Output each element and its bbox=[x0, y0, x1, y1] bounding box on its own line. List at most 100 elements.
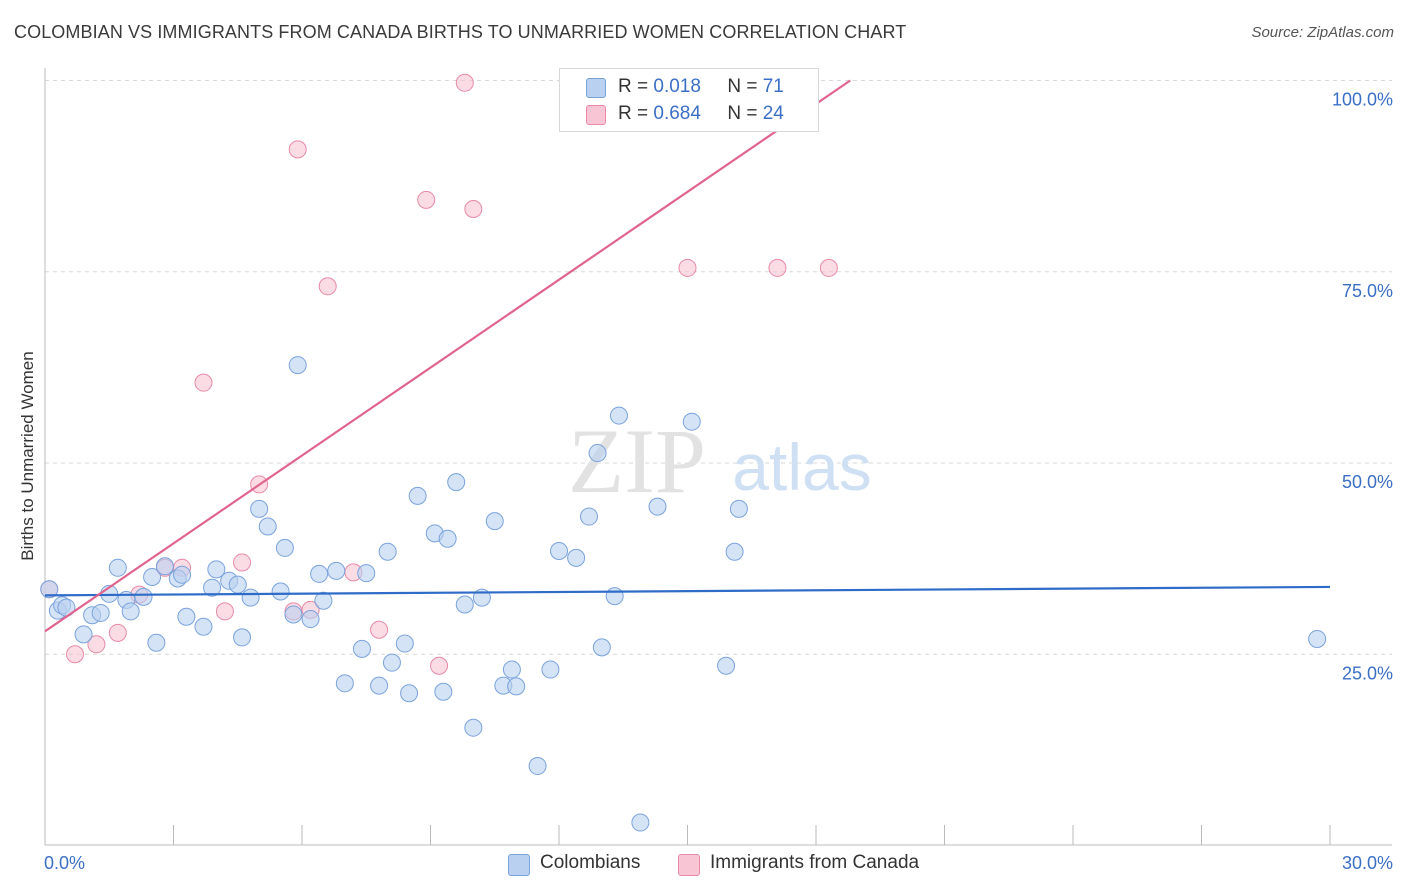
data-point-colombians bbox=[648, 497, 667, 516]
data-point-colombians bbox=[327, 561, 346, 580]
data-point-colombians bbox=[177, 607, 196, 626]
legend-r-value: 0.684 bbox=[653, 103, 701, 124]
trend-line-colombians bbox=[44, 585, 1331, 597]
data-point-immigrants-from-canada bbox=[417, 190, 436, 209]
data-point-colombians bbox=[725, 542, 744, 561]
chart-title: COLOMBIAN VS IMMIGRANTS FROM CANADA BIRT… bbox=[14, 22, 907, 42]
tick-labels: 25.0% 50.0% 75.0% 100.0% 0.0% 30.0% bbox=[44, 90, 1393, 874]
y-tick-label: 100.0% bbox=[1332, 90, 1393, 110]
y-tick-label: 50.0% bbox=[1342, 472, 1393, 492]
data-point-colombians bbox=[258, 517, 277, 536]
bottom-legend-swatch-pink bbox=[678, 854, 700, 876]
watermark-zip: ZIP bbox=[568, 410, 706, 512]
source-label: Source: ZipAtlas.com bbox=[1251, 24, 1394, 41]
data-point-colombians bbox=[203, 578, 222, 597]
data-point-colombians bbox=[717, 656, 736, 675]
legend-n-label: N = bbox=[727, 76, 763, 97]
data-point-immigrants-from-canada bbox=[678, 258, 697, 277]
data-point-colombians bbox=[438, 529, 457, 548]
data-point-immigrants-from-canada bbox=[108, 623, 127, 642]
data-point-colombians bbox=[400, 684, 419, 703]
data-point-colombians bbox=[241, 588, 260, 607]
y-tick-label: 75.0% bbox=[1342, 281, 1393, 301]
data-point-colombians bbox=[378, 542, 397, 561]
legend-swatch-pink bbox=[586, 105, 606, 125]
data-point-colombians bbox=[464, 718, 483, 737]
legend-swatch-blue bbox=[586, 78, 606, 98]
data-point-immigrants-from-canada bbox=[194, 373, 213, 392]
data-point-immigrants-from-canada bbox=[768, 258, 787, 277]
trend-lines bbox=[44, 79, 1331, 633]
data-point-colombians bbox=[541, 660, 560, 679]
data-point-colombians bbox=[682, 412, 701, 431]
grid-lines bbox=[45, 80, 1392, 655]
data-point-immigrants-from-canada bbox=[464, 200, 483, 219]
data-point-colombians bbox=[284, 605, 303, 624]
legend-r-label: R = bbox=[618, 76, 654, 97]
data-point-colombians bbox=[301, 610, 320, 629]
data-point-immigrants-from-canada bbox=[288, 140, 307, 159]
data-point-immigrants-from-canada bbox=[233, 553, 252, 572]
data-point-immigrants-from-canada bbox=[318, 277, 337, 296]
data-point-colombians bbox=[592, 638, 611, 657]
data-point-colombians bbox=[357, 564, 376, 583]
data-point-colombians bbox=[502, 660, 521, 679]
data-point-colombians bbox=[271, 582, 290, 601]
x-tick-label: 0.0% bbox=[44, 853, 85, 873]
data-point-colombians bbox=[434, 682, 453, 701]
data-point-colombians bbox=[352, 639, 371, 658]
data-point-colombians bbox=[408, 486, 427, 505]
data-point-colombians bbox=[579, 507, 598, 526]
watermark-atlas: atlas bbox=[732, 430, 871, 504]
series-immigrants-from-canada bbox=[40, 73, 838, 675]
data-point-colombians bbox=[507, 677, 526, 696]
stats-legend: R = 0.018 N = 71 R = 0.684 N = 24 bbox=[559, 68, 819, 132]
data-point-immigrants-from-canada bbox=[65, 645, 84, 664]
data-point-colombians bbox=[155, 557, 174, 576]
data-point-colombians bbox=[605, 587, 624, 606]
data-point-colombians bbox=[314, 591, 333, 610]
data-point-colombians bbox=[550, 541, 568, 560]
data-point-colombians bbox=[250, 499, 269, 518]
legend-n-label: N = bbox=[727, 103, 763, 124]
legend-n-value: 24 bbox=[762, 103, 784, 124]
data-point-immigrants-from-canada bbox=[370, 620, 389, 639]
legend-n-value: 71 bbox=[762, 76, 784, 97]
bottom-legend-label: Colombians bbox=[540, 852, 641, 873]
data-point-colombians bbox=[729, 499, 748, 518]
legend-r-label: R = bbox=[618, 103, 654, 124]
bottom-legend-label: Immigrants from Canada bbox=[710, 852, 920, 873]
data-point-colombians bbox=[194, 617, 213, 636]
data-point-immigrants-from-canada bbox=[215, 602, 234, 621]
data-point-colombians bbox=[40, 580, 59, 599]
data-point-colombians bbox=[91, 603, 110, 622]
y-tick-label: 25.0% bbox=[1342, 663, 1393, 683]
data-point-colombians bbox=[395, 634, 414, 653]
data-point-colombians bbox=[528, 756, 547, 775]
data-point-colombians bbox=[485, 512, 504, 531]
data-point-colombians bbox=[370, 676, 389, 695]
data-point-colombians bbox=[275, 538, 294, 557]
data-point-colombians bbox=[288, 356, 307, 375]
data-point-colombians bbox=[631, 813, 650, 832]
data-point-colombians bbox=[74, 625, 93, 644]
data-point-colombians bbox=[228, 575, 247, 594]
x-tick-label: 30.0% bbox=[1342, 853, 1393, 873]
data-point-colombians bbox=[447, 473, 466, 492]
data-point-immigrants-from-canada bbox=[430, 656, 449, 675]
data-point-colombians bbox=[567, 548, 586, 567]
data-point-colombians bbox=[455, 595, 474, 614]
data-point-colombians bbox=[134, 587, 153, 606]
data-point-immigrants-from-canada bbox=[455, 73, 474, 92]
bottom-legend-swatch-blue bbox=[508, 854, 530, 876]
data-point-colombians bbox=[207, 560, 226, 579]
data-point-colombians bbox=[233, 628, 252, 647]
axes bbox=[44, 68, 1392, 846]
data-point-colombians bbox=[121, 602, 140, 621]
data-point-colombians bbox=[609, 406, 628, 425]
data-point-immigrants-from-canada bbox=[819, 258, 838, 277]
data-point-colombians bbox=[335, 674, 354, 693]
watermark: ZIP atlas bbox=[568, 410, 872, 512]
data-point-colombians bbox=[143, 567, 162, 586]
